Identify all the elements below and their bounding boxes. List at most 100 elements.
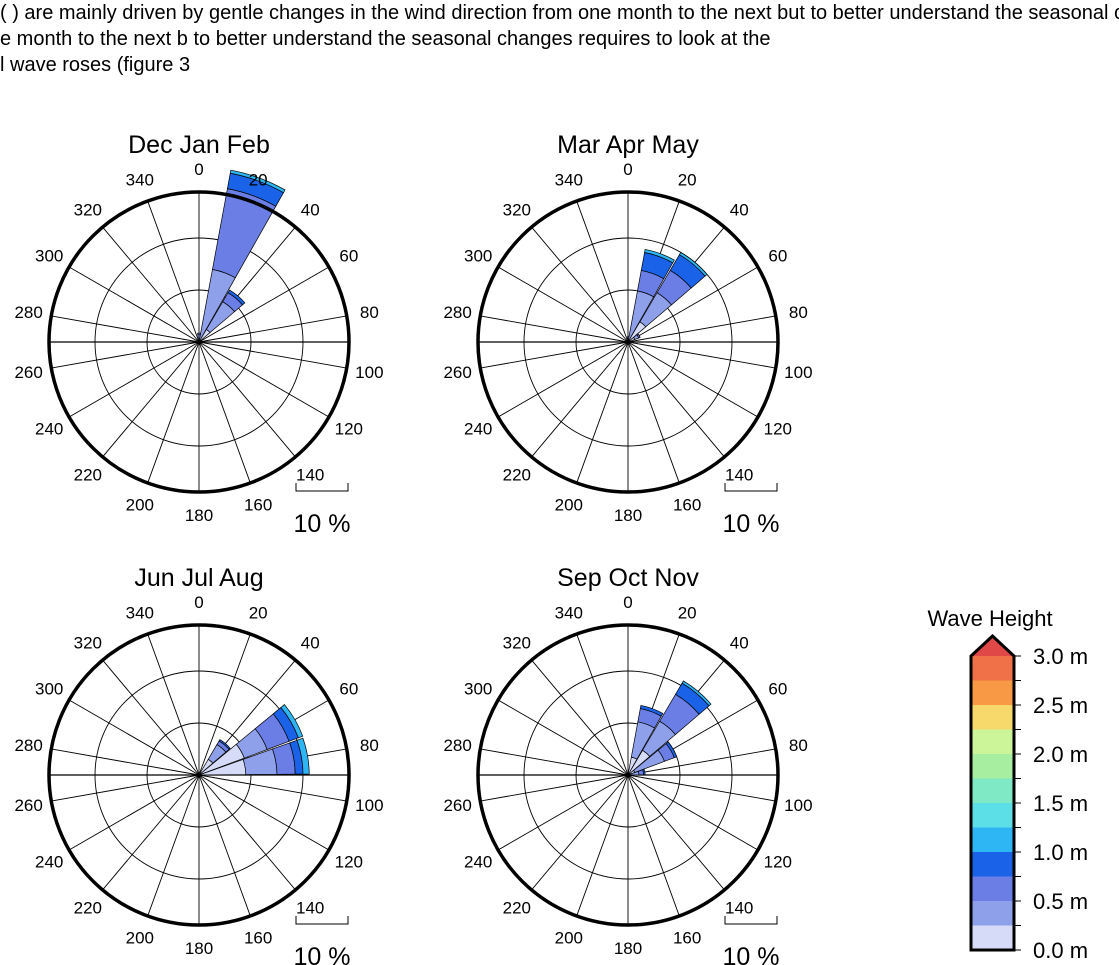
rose-spoke	[480, 748, 629, 776]
direction-label: 140	[725, 899, 753, 918]
direction-label: 180	[614, 939, 642, 958]
rose-spoke	[627, 341, 759, 418]
colorbar-segment	[971, 705, 1014, 730]
direction-label: 180	[185, 939, 213, 958]
colorbar-tick-label: 2.5 m	[1033, 693, 1088, 718]
rose-sector	[627, 249, 675, 343]
intro-text: ( ) are mainly driven by gentle changes …	[0, 0, 1119, 78]
rose-spoke	[627, 341, 776, 369]
rose-sector-bin	[644, 249, 675, 264]
rose-spoke	[198, 774, 296, 891]
direction-label: 240	[464, 420, 492, 439]
colorbar-tick-label: 0.0 m	[1033, 938, 1088, 963]
direction-label: 200	[555, 496, 583, 515]
colorbar-outline	[969, 633, 1016, 952]
rose-sector-bin	[280, 704, 304, 739]
direction-label: 80	[789, 303, 808, 322]
direction-label: 80	[789, 736, 808, 755]
rose-spoke	[480, 341, 629, 369]
rose-outer-ring	[47, 623, 351, 927]
direction-label: 60	[768, 247, 787, 266]
direction-label: 220	[74, 466, 102, 485]
direction-label: 20	[249, 170, 268, 189]
direction-label: 100	[784, 363, 812, 382]
rose-outer-ring	[476, 623, 780, 927]
direction-label: 200	[126, 496, 154, 515]
colorbar-segment	[971, 852, 1014, 877]
rose-spoke	[480, 315, 629, 343]
rose-spoke	[198, 341, 296, 458]
rose-spoke	[198, 341, 347, 369]
rose-spoke	[198, 774, 251, 917]
direction-label: 100	[355, 796, 383, 815]
colorbar-segment	[971, 778, 1014, 803]
direction-label: 260	[14, 363, 42, 382]
direction-label: 320	[503, 200, 531, 219]
scale-label: 10 %	[723, 510, 780, 538]
rose-panel: 0 20 40 60 80 100 120 140 160 180 200 220 240 260 280 3…	[14, 564, 383, 965]
rose-spoke	[576, 633, 629, 776]
rose-spoke	[497, 341, 629, 418]
rose-spoke	[497, 266, 629, 343]
direction-label: 120	[764, 853, 792, 872]
rose-spoke	[198, 774, 330, 851]
rose-sector-bin	[218, 739, 231, 750]
rose-spoke	[497, 699, 629, 776]
rose-spoke	[198, 266, 330, 343]
rose-spoke	[627, 774, 680, 917]
rose-spoke	[68, 341, 200, 418]
direction-label: 300	[464, 680, 492, 699]
direction-label: 0	[623, 160, 632, 179]
direction-label: 340	[126, 170, 154, 189]
rose-outer-ring	[476, 190, 780, 494]
direction-label: 240	[35, 420, 63, 439]
direction-label: 280	[14, 303, 42, 322]
scale-bar	[724, 483, 778, 492]
rose-sector	[627, 251, 708, 343]
rose-sector-bin	[665, 741, 678, 759]
direction-label: 280	[443, 736, 471, 755]
direction-label: 220	[74, 899, 102, 918]
direction-label: 220	[503, 466, 531, 485]
direction-label: 60	[339, 680, 358, 699]
direction-label: 20	[249, 603, 268, 622]
direction-label: 160	[673, 496, 701, 515]
panel-title: Jun Jul Aug	[134, 564, 263, 592]
rose-spoke	[531, 341, 629, 458]
direction-label: 320	[503, 633, 531, 652]
direction-label: 180	[185, 506, 213, 525]
direction-label: 40	[730, 633, 749, 652]
rose-sector	[627, 333, 641, 343]
rose-spoke	[576, 774, 629, 917]
direction-label: 160	[244, 929, 272, 948]
rose-panel: 0 20 40 60 80 100 120 140 160 180 200 220 240 260 280 3…	[14, 131, 383, 538]
direction-label: 200	[126, 929, 154, 948]
rose-spoke	[198, 633, 251, 776]
rose-spoke	[627, 748, 776, 776]
direction-label: 20	[678, 603, 697, 622]
rose-sector-bin	[636, 333, 641, 339]
intro-line-3: l wave roses (figure 3	[0, 54, 191, 76]
panel-title: Sep Oct Nov	[557, 564, 699, 592]
direction-label: 0	[194, 593, 203, 612]
rose-spoke	[102, 774, 200, 891]
rose-spoke	[627, 341, 725, 458]
direction-label: 120	[764, 420, 792, 439]
direction-label: 280	[443, 303, 471, 322]
rose-sector	[627, 768, 646, 776]
rose-spoke	[627, 774, 759, 851]
rose-spoke	[497, 774, 629, 851]
direction-label: 180	[614, 506, 642, 525]
direction-label: 20	[678, 170, 697, 189]
rose-spoke	[51, 341, 200, 369]
direction-label: 260	[443, 796, 471, 815]
direction-label: 80	[360, 303, 379, 322]
rose-spoke	[531, 226, 629, 343]
direction-label: 200	[555, 929, 583, 948]
rose-sector	[627, 680, 712, 776]
direction-label: 120	[335, 853, 363, 872]
direction-label: 140	[296, 466, 324, 485]
rose-spoke	[531, 774, 629, 891]
direction-label: 320	[74, 200, 102, 219]
